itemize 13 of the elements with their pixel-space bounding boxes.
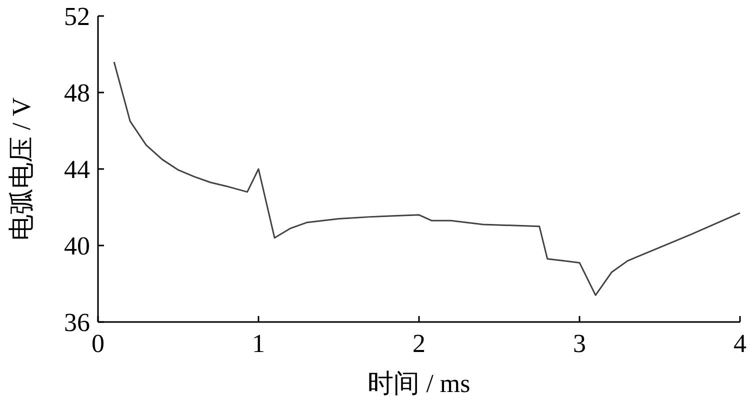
y-tick-label: 36 [64,308,90,337]
x-tick-label: 3 [573,329,586,358]
x-tick-label: 0 [92,329,104,358]
x-tick-label: 4 [734,329,746,358]
y-axis-title: 电弧电压 / V [7,97,36,240]
x-tick-label: 2 [412,329,426,358]
line-series [113,61,741,296]
y-tick-label: 52 [64,2,90,31]
y-tick-label: 44 [64,155,90,184]
y-tick-label: 40 [64,232,90,260]
x-axis-title: 时间 / ms [368,369,470,398]
y-tick-label: 48 [64,78,90,108]
x-tick-label: 1 [252,329,265,358]
